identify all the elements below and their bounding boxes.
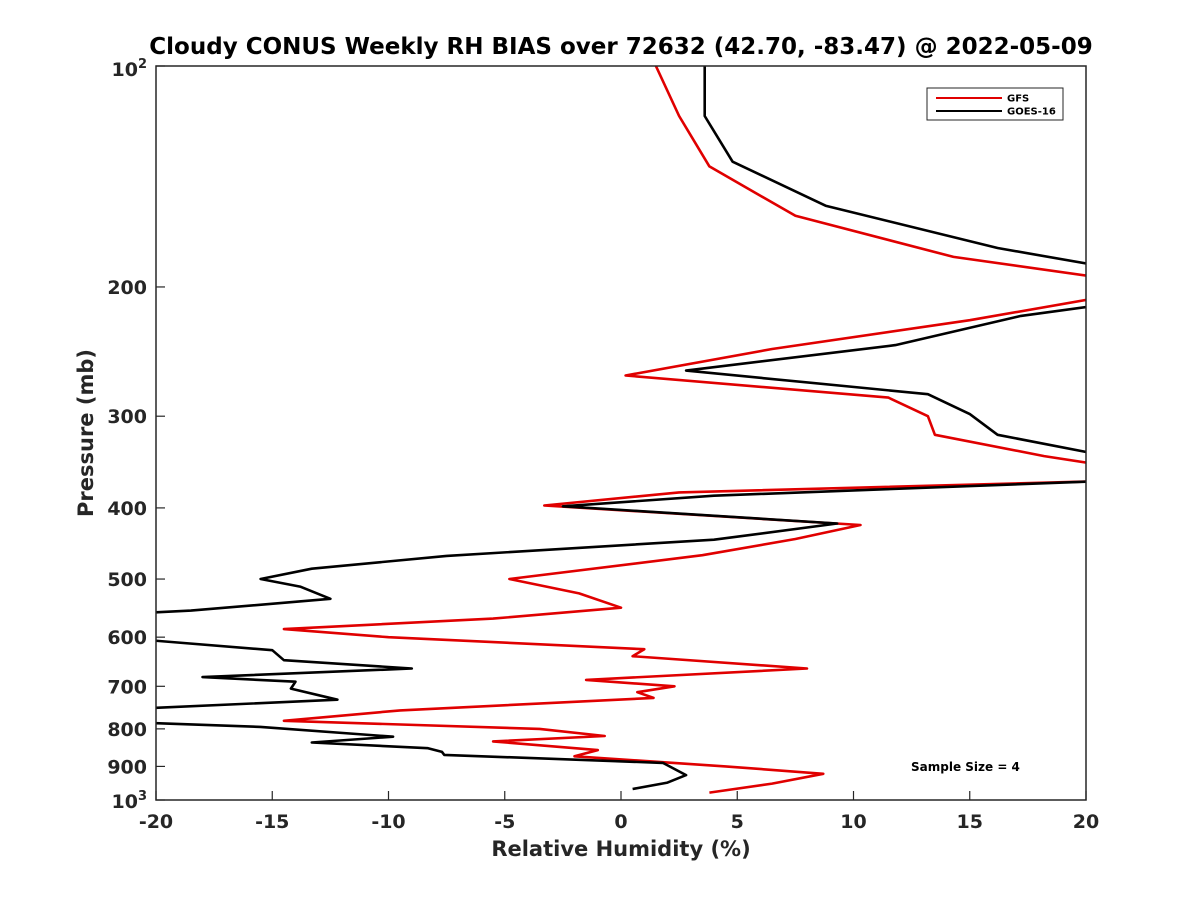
series-line-goes-16 <box>156 66 1086 791</box>
x-axis-label: Relative Humidity (%) <box>491 837 750 861</box>
x-tick-label: 5 <box>731 811 744 833</box>
x-tick-label: -5 <box>494 811 515 833</box>
legend-label-gfs: GFS <box>1007 94 1029 105</box>
y-tick-label: 800 <box>107 719 147 741</box>
y-tick-label: 400 <box>107 498 147 520</box>
y-tick-label: 102 <box>112 57 148 81</box>
sample-size-annotation: Sample Size = 4 <box>911 760 1020 774</box>
x-axis: -20 -15 -10 -5 0 5 10 15 20 <box>139 791 1099 833</box>
legend-box <box>926 87 1064 121</box>
x-tick-label: -15 <box>255 811 289 833</box>
series-lines <box>156 66 1086 794</box>
y-axis-label: Pressure (mb) <box>74 349 98 517</box>
y-tick-label: 103 <box>112 789 148 813</box>
y-tick-label: 300 <box>107 406 147 428</box>
legend-label-goes-16: GOES-16 <box>1007 107 1056 118</box>
y-tick-label: 900 <box>107 756 147 778</box>
y-tick-label: 700 <box>107 676 147 698</box>
x-tick-label: 20 <box>1073 811 1099 833</box>
x-tick-label: 10 <box>840 811 866 833</box>
x-tick-label: 15 <box>957 811 983 833</box>
legend: GFS GOES-16 <box>926 87 1064 121</box>
x-tick-label: -10 <box>371 811 405 833</box>
y-tick-label: 600 <box>107 627 147 649</box>
x-tick-label: -20 <box>139 811 173 833</box>
series-line-gfs <box>282 66 1086 794</box>
y-axis: 102 200 300 400 500 600 700 800 900 103 <box>107 57 165 813</box>
x-tick-label: 0 <box>614 811 627 833</box>
y-tick-label: 200 <box>107 277 147 299</box>
chart-title: Cloudy CONUS Weekly RH BIAS over 72632 (… <box>149 34 1092 60</box>
y-tick-label: 500 <box>107 569 147 591</box>
